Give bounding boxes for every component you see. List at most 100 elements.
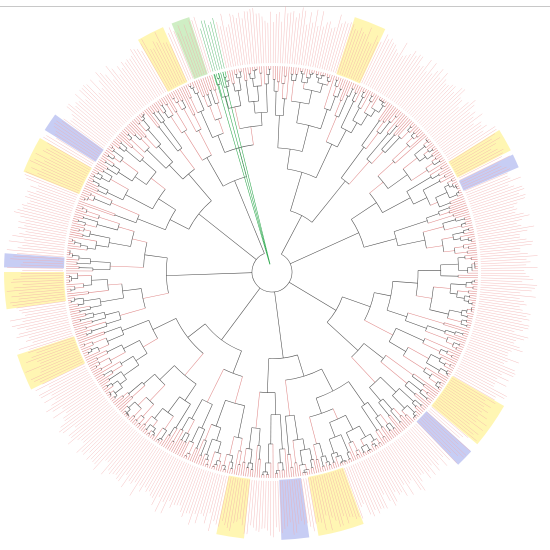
internal-branch — [387, 174, 408, 189]
tip-label-mark — [420, 91, 455, 126]
internal-branch — [319, 443, 324, 457]
terminal-branch — [450, 364, 456, 367]
tip-label-mark — [121, 67, 149, 104]
terminal-branch — [95, 373, 104, 379]
terminal-branch — [426, 138, 430, 142]
green-clade-branch — [222, 71, 271, 265]
terminal-branch — [384, 107, 397, 123]
internal-branch — [461, 319, 467, 322]
clade-arc — [360, 433, 371, 440]
terminal-branch — [218, 461, 222, 471]
tip-label-mark — [36, 190, 75, 205]
terminal-branch — [93, 369, 102, 375]
tip-label-mark — [86, 420, 126, 460]
terminal-branch — [465, 222, 473, 225]
tip-label-mark — [391, 442, 426, 491]
terminal-branch — [76, 206, 83, 210]
internal-branch — [439, 202, 451, 208]
clade-arc — [438, 356, 442, 362]
tip-label-mark — [415, 423, 450, 461]
terminal-branch — [77, 331, 105, 342]
tip-label-mark — [377, 451, 403, 493]
clade-arc — [462, 332, 464, 336]
internal-branch — [113, 157, 121, 163]
internal-branch — [350, 122, 358, 133]
internal-branch — [334, 80, 337, 86]
clade-arc — [189, 440, 194, 444]
terminal-branch — [464, 231, 475, 235]
tip-label-mark — [177, 25, 198, 77]
internal-branch — [411, 169, 428, 181]
tip-label-mark — [46, 381, 95, 413]
tip-label-mark — [29, 200, 72, 214]
internal-branch — [463, 247, 469, 249]
tip-label-mark — [448, 383, 485, 408]
tip-label-mark — [406, 431, 440, 471]
terminal-branch — [354, 86, 363, 103]
internal-branch — [329, 422, 336, 438]
tip-label-mark — [83, 411, 118, 443]
tip-label-mark — [466, 348, 505, 364]
tip-label-mark — [428, 106, 459, 134]
tip-highlight-wedges — [4, 17, 519, 540]
tip-label-mark — [31, 341, 76, 358]
terminal-branch — [294, 462, 297, 477]
terminal-branch — [472, 302, 476, 304]
clade-arc — [89, 306, 91, 310]
tip-label-mark — [474, 323, 529, 339]
internal-branch — [161, 105, 167, 112]
internal-branch — [320, 456, 324, 467]
clade-arc — [463, 217, 465, 221]
internal-branch — [289, 282, 337, 311]
internal-branch — [135, 353, 148, 361]
terminal-branch — [438, 372, 449, 379]
internal-branch — [98, 216, 120, 224]
tip-label-mark — [26, 178, 77, 198]
clade-arc — [209, 89, 212, 91]
tip-label-mark — [202, 473, 216, 517]
terminal-branch — [73, 218, 79, 221]
clade-arc — [447, 309, 450, 319]
terminal-branch — [438, 157, 444, 161]
tip-label-mark — [41, 168, 82, 187]
terminal-branch — [332, 462, 335, 469]
clade-arc — [406, 191, 414, 205]
tip-label-mark — [154, 459, 181, 512]
internal-branch — [159, 365, 175, 380]
terminal-branch — [413, 373, 440, 393]
terminal-branch — [175, 89, 182, 102]
terminal-branch — [138, 423, 145, 430]
tip-label-mark — [200, 20, 216, 71]
internal-branch — [125, 194, 153, 210]
terminal-branch — [77, 335, 88, 340]
tip-label-mark — [479, 243, 532, 251]
internal-branch — [128, 401, 135, 408]
internal-branch — [435, 192, 448, 198]
clade-arc — [329, 434, 342, 440]
tip-label-mark — [403, 73, 433, 110]
tip-label-mark — [129, 448, 161, 496]
tip-label-mark — [417, 422, 458, 464]
tip-label-mark — [64, 393, 103, 422]
tip-label-mark — [215, 475, 227, 525]
terminal-branch — [101, 155, 115, 165]
terminal-branch — [337, 77, 340, 81]
tip-label-mark — [314, 476, 327, 531]
terminal-branch — [191, 448, 198, 462]
terminal-branch — [70, 313, 86, 317]
terminal-branch — [467, 236, 475, 238]
tip-label-mark — [111, 68, 143, 109]
tip-label-mark — [474, 211, 516, 223]
internal-branch — [166, 272, 253, 276]
tip-label-mark — [255, 13, 260, 64]
internal-branch — [123, 340, 140, 349]
clade-arc — [445, 336, 449, 342]
tip-label-mark — [141, 50, 167, 93]
tip-label-mark — [476, 223, 517, 232]
tip-label-mark — [98, 92, 127, 122]
tip-label-mark — [168, 33, 190, 81]
terminal-branch — [185, 456, 188, 460]
clade-arc — [182, 168, 195, 180]
internal-branch — [139, 123, 147, 132]
clade-arc — [309, 73, 313, 75]
